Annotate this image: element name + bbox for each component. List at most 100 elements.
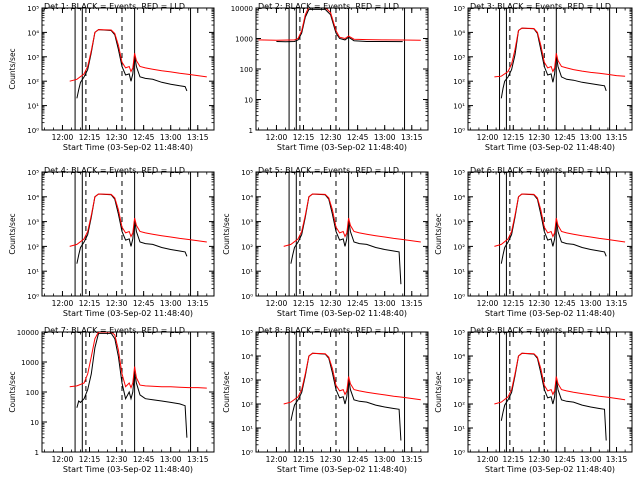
- x-tick-label: 12:15: [293, 133, 315, 142]
- plot-title: Det 2: BLACK = Events, RED = LLD: [258, 2, 399, 11]
- x-axis-label: Start Time (03-Sep-02 11:48:40): [485, 143, 615, 152]
- series-line-lld: [69, 193, 207, 247]
- y-axis-label: Counts/sec: [434, 371, 443, 412]
- plot-title: Det 7: BLACK = Events, RED = LLD: [44, 326, 185, 335]
- y-axis-label: Counts/sec: [434, 213, 443, 254]
- y-tick-label: 10⁵: [453, 329, 465, 337]
- series-group: [69, 332, 207, 438]
- x-tick-label: 12:45: [133, 299, 155, 308]
- x-tick-label: 13:15: [606, 299, 628, 308]
- y-tick-label: 10⁴: [453, 194, 465, 202]
- x-tick-label: 12:30: [106, 299, 128, 308]
- detector-panel-1: 10⁰ 10¹ 10² 10³ 10⁴ 10⁵ 12:00 12:15 12:30 12:45 13…: [8, 2, 215, 152]
- plot-title: Det 9: BLACK = Events, RED = LLD: [470, 326, 611, 335]
- y-tick-label: 10²: [453, 401, 465, 409]
- x-tick-label: 12:00: [266, 455, 288, 464]
- plot-frame: [255, 171, 429, 297]
- plot-frame: [41, 331, 215, 453]
- y-tick-label: 1000: [235, 36, 253, 44]
- x-axis-label: Start Time (03-Sep-02 11:48:40): [277, 465, 407, 474]
- x-tick-label: 13:15: [401, 299, 423, 308]
- plot-title: Det 4: BLACK = Events, RED = LLD: [44, 166, 185, 175]
- detector-panel-8: 10⁰ 10¹ 10² 10³ 10⁴ 10⁵ 12:00 12:15 12:30 12:45 13…: [222, 326, 429, 474]
- x-tick-label: 12:30: [320, 133, 342, 142]
- x-tick-label: 13:15: [187, 455, 209, 464]
- x-tick-label: 12:45: [554, 299, 576, 308]
- x-tick-label: 12:30: [106, 133, 128, 142]
- series-line-lld: [69, 29, 207, 82]
- series-group: [69, 29, 207, 99]
- x-tick-label: 12:15: [79, 455, 101, 464]
- y-tick-label: 10⁴: [241, 194, 253, 202]
- y-tick-label: 10¹: [27, 268, 39, 276]
- y-tick-label: 10⁰: [241, 449, 253, 457]
- x-tick-label: 12:45: [554, 133, 576, 142]
- detector-panel-7: 1 10 100 1000 10000 12:00 12:15 12:30 12:45 13:00…: [8, 326, 215, 474]
- x-tick-label: 12:30: [528, 455, 550, 464]
- x-tick-label: 12:00: [477, 299, 499, 308]
- y-tick-label: 10⁰: [453, 127, 465, 135]
- y-tick-label: 10³: [241, 219, 253, 227]
- y-tick-label: 1: [35, 449, 39, 457]
- series-group: [494, 27, 626, 99]
- series-line-lld: [494, 27, 626, 78]
- y-tick-label: 10³: [241, 377, 253, 385]
- x-axis-label: Start Time (03-Sep-02 11:48:40): [63, 465, 193, 474]
- x-tick-label: 13:00: [580, 299, 602, 308]
- y-axis-label: Counts/sec: [8, 48, 17, 89]
- x-tick-label: 12:30: [528, 299, 550, 308]
- x-tick-label: 13:00: [374, 299, 396, 308]
- y-tick-label: 10⁰: [453, 449, 465, 457]
- series-line-lld: [258, 8, 421, 41]
- y-tick-label: 10⁴: [27, 194, 39, 202]
- x-tick-label: 13:00: [374, 133, 396, 142]
- x-tick-label: 12:45: [347, 133, 369, 142]
- y-tick-label: 10⁰: [27, 127, 39, 135]
- y-tick-label: 10³: [27, 54, 39, 62]
- x-tick-label: 13:00: [160, 455, 182, 464]
- y-tick-label: 10¹: [27, 103, 39, 111]
- plot-title: Det 1: BLACK = Events, RED = LLD: [44, 2, 185, 11]
- y-tick-label: 1: [249, 127, 253, 135]
- y-tick-label: 10⁵: [27, 169, 39, 177]
- y-tick-label: 10³: [27, 219, 39, 227]
- x-tick-label: 12:00: [52, 455, 74, 464]
- x-axis-label: Start Time (03-Sep-02 11:48:40): [485, 309, 615, 318]
- x-axis-label: Start Time (03-Sep-02 11:48:40): [485, 465, 615, 474]
- x-axis-label: Start Time (03-Sep-02 11:48:40): [63, 309, 193, 318]
- x-axis-label: Start Time (03-Sep-02 11:48:40): [277, 143, 407, 152]
- y-axis-label: Counts/sec: [8, 213, 17, 254]
- series-group: [283, 193, 421, 285]
- y-tick-label: 10⁵: [241, 329, 253, 337]
- y-tick-label: 10⁴: [453, 29, 465, 37]
- x-tick-label: 12:15: [79, 133, 101, 142]
- y-tick-label: 1000: [21, 359, 39, 367]
- y-tick-label: 100: [240, 66, 253, 74]
- series-group: [494, 352, 626, 441]
- detector-panel-2: 1 10 100 1000 10000 12:00 12:15 12:30 12:45 13:00…: [231, 2, 429, 152]
- x-tick-label: 12:30: [320, 299, 342, 308]
- y-tick-label: 10⁴: [453, 353, 465, 361]
- y-tick-label: 10³: [453, 54, 465, 62]
- detector-panel-5: 10⁰ 10¹ 10² 10³ 10⁴ 10⁵ 12:00 12:15 12:30 12:45 13…: [222, 166, 429, 318]
- series-line-lld: [494, 193, 626, 247]
- x-axis-label: Start Time (03-Sep-02 11:48:40): [63, 143, 193, 152]
- y-tick-label: 10000: [17, 329, 39, 337]
- x-tick-label: 12:30: [106, 455, 128, 464]
- x-tick-label: 13:15: [187, 133, 209, 142]
- y-tick-label: 10¹: [241, 268, 253, 276]
- y-tick-label: 10⁴: [241, 353, 253, 361]
- x-tick-label: 12:15: [502, 455, 524, 464]
- series-line-events: [290, 352, 402, 441]
- series-line-events: [76, 332, 188, 438]
- y-tick-label: 10¹: [241, 425, 253, 433]
- series-line-events: [76, 29, 188, 99]
- y-tick-label: 10⁰: [453, 293, 465, 301]
- x-tick-label: 12:45: [133, 455, 155, 464]
- x-tick-label: 12:45: [347, 299, 369, 308]
- plot-title: Det 3: BLACK = Events, RED = LLD: [470, 2, 611, 11]
- detector-panel-9: 10⁰ 10¹ 10² 10³ 10⁴ 10⁵ 12:00 12:15 12:30 12:45 13…: [434, 326, 633, 474]
- y-tick-label: 10²: [241, 401, 253, 409]
- detector-panel-3: 10⁰ 10¹ 10² 10³ 10⁴ 10⁵ 12:00 12:15 12:30 12:45 13…: [453, 2, 633, 152]
